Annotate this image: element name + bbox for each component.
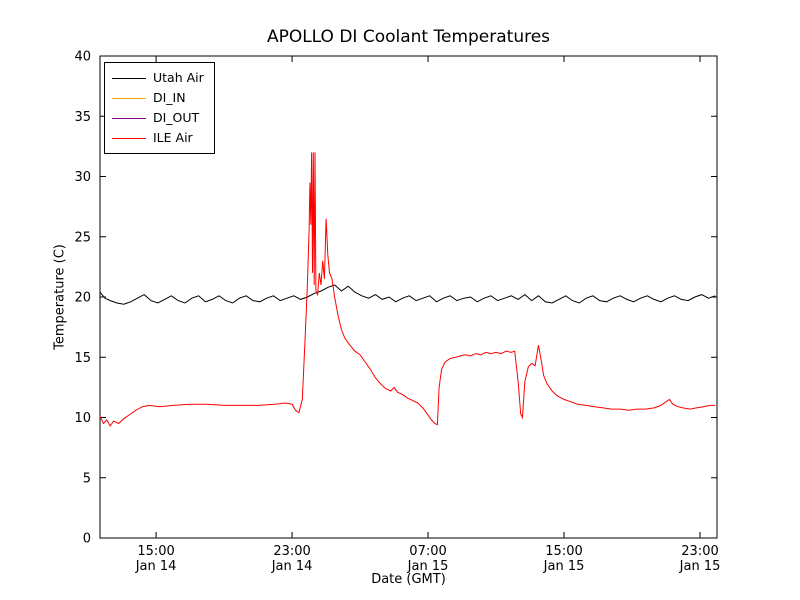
y-tick-label: 15	[74, 351, 91, 366]
x-tick-time-label: 07:00	[409, 544, 446, 559]
legend-line-utah-air	[112, 77, 146, 79]
y-tick-label: 25	[74, 230, 91, 245]
series-line-ile-air	[99, 152, 716, 427]
x-axis-label: Date (GMT)	[371, 572, 446, 587]
legend: Utah Air DI_IN DI_OUT ILE Air	[104, 62, 215, 154]
y-tick-label: 30	[74, 170, 91, 185]
y-tick-label: 20	[74, 291, 91, 306]
y-tick-label: 10	[74, 411, 91, 426]
chart-title: APOLLO DI Coolant Temperatures	[266, 27, 551, 47]
x-tick-date-label: Jan 15	[679, 559, 721, 574]
legend-label-utah-air: Utah Air	[153, 70, 204, 85]
legend-line-di-out	[112, 117, 146, 119]
legend-entry-ile-air: ILE Air	[112, 128, 204, 148]
legend-label-ile-air: ILE Air	[153, 130, 193, 145]
x-tick-time-label: 23:00	[273, 544, 310, 559]
legend-entry-di-out: DI_OUT	[112, 108, 204, 128]
x-tick-time-label: 15:00	[545, 544, 582, 559]
legend-line-ile-air	[112, 137, 146, 139]
legend-entry-utah-air: Utah Air	[112, 68, 204, 88]
legend-line-di-in	[112, 97, 146, 99]
legend-label-di-in: DI_IN	[153, 90, 186, 105]
x-tick-date-label: Jan 15	[407, 559, 449, 574]
x-tick-time-label: 15:00	[137, 544, 174, 559]
legend-label-di-out: DI_OUT	[153, 110, 200, 125]
x-tick-date-label: Jan 14	[271, 559, 313, 574]
y-tick-label: 35	[74, 110, 91, 125]
series-line-utah-air	[99, 284, 716, 305]
x-tick-date-label: Jan 15	[543, 559, 585, 574]
x-tick-time-label: 23:00	[681, 544, 718, 559]
y-tick-label: 5	[83, 471, 91, 486]
y-tick-label: 40	[74, 50, 91, 65]
y-tick-label: 0	[83, 532, 91, 547]
x-tick-date-label: Jan 14	[135, 559, 177, 574]
legend-entry-di-in: DI_IN	[112, 88, 204, 108]
